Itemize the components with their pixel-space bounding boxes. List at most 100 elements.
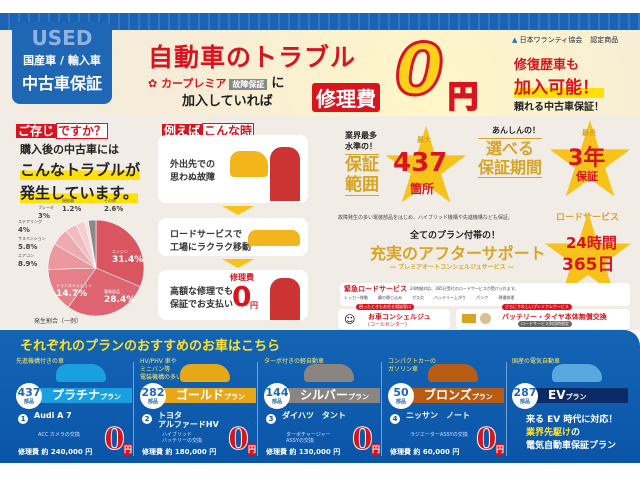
brand-name: カープレミア (161, 77, 227, 90)
plan-gold[interactable]: HV/PHV 車や ミニバン等 電装機構の多い車 ゴールドプラン 282 部品 2 … (140, 356, 258, 460)
premium-card: さらにうれしいプレミアムサービス バッテリー・タイヤ本体無償交換 ロードサービス… (456, 304, 630, 329)
brand-line: ✿ カープレミア 故障保証に (148, 72, 284, 91)
coverage-note: 故障発生の多い電装部品をはじめ、ハイブリッド機構や先進機構なども保証。 (338, 215, 513, 221)
right-copy: 修復歴車も 加入可能！ 頼れる中古車保証！ (514, 54, 604, 113)
parts-unit: 部品 (395, 399, 406, 405)
car-icon (304, 364, 354, 382)
after-support-title: 充実のアフターサポート (370, 244, 546, 263)
plan-silver[interactable]: ターボ付きの軽自動車 シルバープラン 144 部品 3 ダイハツ タント ターボチャ… (264, 356, 382, 460)
example-car: ニッサン ノート (406, 411, 470, 420)
example-rank: 1 (18, 414, 28, 424)
example-fee-label: 修理費 (230, 273, 254, 282)
f1-main: 保証 範囲 (345, 154, 379, 196)
plan-platinum[interactable]: 先進機構付きの車 プラチナプラン 437 部品 1 Audi A 7 ACC カメラ… (16, 356, 134, 460)
pie-slice-8 (87, 219, 97, 269)
example-text-3: 高額な修理でも 保証でお支払い (170, 287, 234, 310)
tow-icon: レッカー移動 (344, 295, 368, 300)
right-copy-1: 修復歴車も (514, 58, 580, 73)
plan-bronze[interactable]: コンパクトカーの ガソリン車 ブロンズプラン 50 部品 4 ニッサン ノート ラジ… (388, 356, 506, 460)
example-car: ダイハツ タント (282, 411, 346, 420)
plans-title: それぞれのプランのおすすめのお車はこちら (20, 339, 281, 354)
pie-category-label: 電装部品 (104, 288, 120, 294)
car-icon (230, 151, 268, 177)
example-rank: 3 (266, 414, 276, 424)
example-rank: 2 (142, 414, 152, 424)
brand-ni: に (271, 76, 285, 91)
pie-value-label: 1.2% (62, 205, 81, 213)
ev-copy-2: 業界先駆け (526, 428, 572, 438)
repair-cost: 修理費 約 180,000 円 (142, 448, 217, 456)
plan-ev[interactable]: 国産の電気自動車 EVプラン 287 部品 来る EV 時代に対応！ 業界先駆けの… (512, 356, 630, 460)
example-car: Audi A 7 (34, 411, 72, 420)
example-part: ターボチャージャー ASSYの交換 (286, 432, 331, 444)
f3-unit: 保証 (576, 170, 598, 183)
pie-category-label: エンジン (112, 249, 128, 254)
example-card-breakdown: 外出先での 思わぬ故障 (158, 135, 308, 203)
battery-icon (462, 314, 476, 323)
brand-logo-icon: ✿ (148, 77, 158, 90)
pie-value-label: 28.4% (104, 295, 135, 305)
f1-unit: 箇所 (410, 182, 435, 196)
premium-sub: ロードサービス利用時限定 (518, 321, 572, 327)
intro-line-1: 購入後の中古車には (20, 143, 119, 156)
plan-suffix: プラン (224, 393, 246, 401)
pie-category-label: トランスミッション (56, 282, 92, 288)
f1-top: 業界最多 水準の！ (345, 131, 377, 151)
plan-name-bar: EVプラン (516, 388, 628, 403)
pie-category-label: サスペンション (18, 235, 46, 241)
pie-slice-0 (95, 219, 145, 288)
example-text-2: ロードサービスで 工場にラクラク移動 (170, 230, 252, 253)
plan-desc: 国産の電気自動車 (512, 358, 561, 365)
divider (133, 362, 134, 456)
zero-yen: 円 (248, 444, 256, 455)
down-arrow-icon (222, 206, 254, 215)
zero-yen: 円 (372, 444, 380, 455)
f1-number: 437 (393, 148, 448, 178)
after-support-top: 全てのプラン付帯の！ (410, 231, 501, 241)
repair-cost: 修理費 約 240,000 円 (18, 448, 93, 456)
divider (506, 362, 507, 456)
example-card-payment: 高額な修理でも 保証でお支払い 修理費 0 円 (158, 270, 308, 320)
domestic-import-label: 国産車 / 輸入車 (23, 54, 101, 67)
emergency-road-service: 緊急ロードサービス 24時間対応、365日受付のロードサービスが受けられます。 … (340, 283, 630, 306)
parts-count: 287 (513, 386, 537, 399)
pie-value-label: 14.7% (56, 289, 87, 299)
emergency-note: 24時間対応、365日受付のロードサービスが受けられます。 (410, 286, 519, 291)
intro-text: 購入後の中古車には こんなトラブルが 発生しています。 (20, 141, 141, 203)
pie-value-label: 8.9% (18, 260, 37, 268)
f1-star-top: 最大 (417, 136, 431, 144)
right-copy-2: 加入可能！ (514, 73, 604, 98)
parts-unit: 部品 (271, 399, 282, 405)
header-stripe (0, 13, 640, 33)
plan-name-bar: プラチナプラン (20, 388, 132, 403)
example-rank: 4 (390, 414, 400, 424)
car-icon (428, 364, 478, 382)
ev-copy-1: 来る EV 時代に対応！ (526, 415, 618, 425)
plan-suffix: プラン (471, 393, 493, 401)
pie-category-label: ブレーキ (38, 204, 54, 210)
after-support-sub: ― プレミアオートコンシェルジュサービス ― (390, 264, 514, 271)
pie-note: 発生割合（一例） (34, 318, 83, 325)
parts-count-badge: 282 部品 (140, 383, 166, 409)
intro-tag-outline: ですか？ (56, 123, 109, 139)
parts-unit: 部品 (23, 399, 34, 405)
parts-count: 282 (141, 386, 165, 399)
road-24h: 24時間 (566, 234, 617, 252)
tow-truck-icon (248, 230, 300, 246)
pie-value-label: 4% (18, 226, 30, 234)
example-tag: 例えば こんな時 (162, 122, 255, 139)
plan-desc: 先進機構付きの車 (16, 358, 65, 365)
concierge-tag: 困ったときもお任せ相談窓口 (356, 304, 414, 310)
repair-icon: 現場修理 (498, 295, 515, 300)
pie-value-label: 5.8% (18, 243, 37, 251)
pie-slice-1 (67, 267, 141, 317)
zero-big: 0 (394, 29, 446, 112)
plan-name-bar: シルバープラン (268, 388, 380, 403)
parts-count-badge: 287 部品 (512, 383, 538, 409)
concierge-sub: (コールセンター) (368, 322, 407, 328)
premium-title: バッテリー・タイヤ本体無償交換 (502, 313, 607, 321)
zero-cost: 0 (352, 422, 374, 458)
down-arrow-icon (222, 259, 254, 268)
person-icon (270, 147, 300, 201)
used-warranty-label: 中古車保証 (21, 74, 102, 93)
